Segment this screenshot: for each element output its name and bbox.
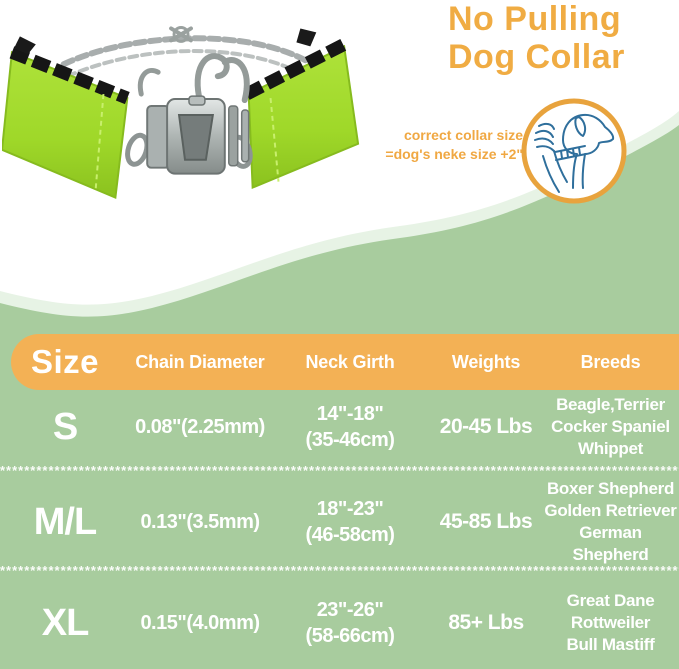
buckle-right-bar [240,109,250,163]
webbing-edge [13,36,36,55]
row-separator: ****************************************… [0,564,679,578]
buckle-right-bar [228,105,239,167]
chain-diameter-cell: 0.08"(2.25mm) [135,415,265,438]
webbing-edge [296,28,317,47]
prong-hook-icon [221,57,250,104]
header-size: Size [30,343,100,380]
sizing-tip: correct collar size =dog's neke size +2" [325,126,523,164]
neck-girth-cell: 14"-18" (35-46cm) [305,403,395,451]
size-cell: S [52,405,78,448]
prong-hook-icon [137,68,161,97]
arm-icon [542,150,568,193]
header-weights: Weights [451,351,521,372]
neck-girth-cell: 18"-23" (46-58cm) [305,498,395,546]
breeds-cell: Great Dane Rottweiler Bull Mastiff [566,591,655,654]
weights-cell: 45-85 Lbs [439,510,533,533]
buckle-release-button [177,113,215,161]
chain-strand-icon [65,49,301,79]
weights-cell: 20-45 Lbs [439,415,533,438]
table-row-xl: XL 0.15"(4.0mm) 23"-26" (58-66cm) 85+ Lb… [0,578,679,668]
chain-diameter-cell: 0.15"(4.0mm) [140,611,260,634]
table-row-ml: M/L 0.13"(3.5mm) 18"-23" (46-58cm) 45-85… [0,478,679,564]
title-line-2: Dog Collar [448,38,625,76]
prong-hook-icon [194,53,230,100]
tip-line-2: =dog's neke size +2" [385,146,523,162]
hand-icon [534,122,555,152]
dog-head-icon [562,113,615,189]
header-neck-girth: Neck Girth [305,351,395,372]
weights-cell: 85+ Lbs [448,611,524,634]
header-breeds: Breeds [580,351,641,372]
header-pill-background [11,334,679,390]
size-cell: M/L [33,500,97,543]
breeds-cell: Boxer Shepherd Golden Retriever German S… [544,479,677,564]
collar-product-image [2,25,360,199]
size-chart-table: Size Chain Diameter Neck Girth Weights B… [0,334,679,668]
neck-girth-cell: 23"-26" (58-66cm) [305,599,395,647]
size-cell: XL [41,601,90,644]
tip-line-1: correct collar size [403,127,523,143]
table-header-row: Size Chain Diameter Neck Girth Weights B… [0,334,679,390]
chain-diameter-cell: 0.13"(3.5mm) [140,510,260,533]
table-row-s: S 0.08"(2.25mm) 14"-18" (35-46cm) 20-45 … [0,390,679,464]
neck-measuring-illustration [521,98,627,204]
page-title: No Pulling Dog Collar [448,0,625,76]
row-separator: ****************************************… [0,464,679,478]
title-line-1: No Pulling [448,0,622,38]
stitching [94,94,105,192]
breeds-cell: Beagle,Terrier Cocker Spaniel Whippet [551,395,670,458]
header-chain-diameter: Chain Diameter [135,351,265,372]
buckle-left-wing [146,105,171,169]
dog-ear-icon [574,116,587,137]
